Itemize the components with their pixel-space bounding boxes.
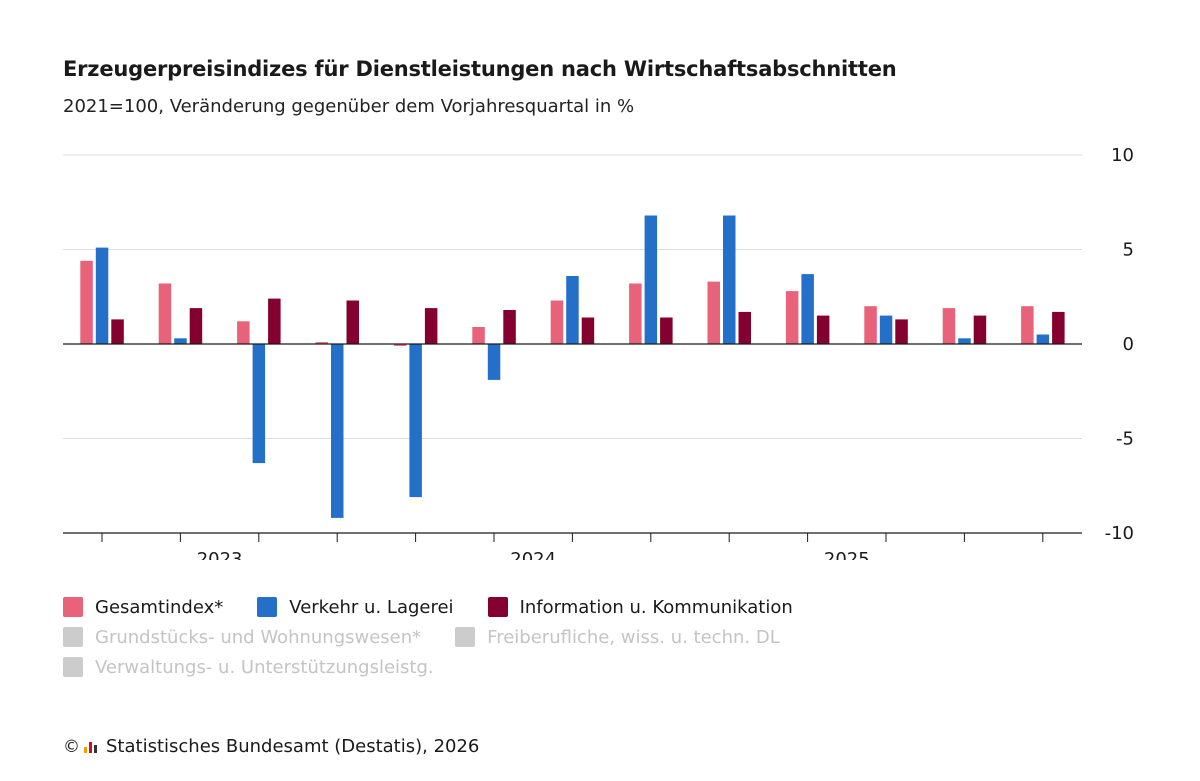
legend-label: Verkehr u. Lagerei <box>289 596 454 618</box>
legend-label: Gesamtindex* <box>95 596 224 618</box>
bar <box>409 344 422 498</box>
bar <box>158 283 172 344</box>
bar <box>95 247 109 344</box>
bar <box>424 308 438 344</box>
x-year-label: 2025 <box>824 549 870 560</box>
bar <box>1052 311 1065 344</box>
bar <box>723 215 736 344</box>
bar <box>879 315 893 344</box>
bar <box>566 276 579 344</box>
bar <box>895 319 908 344</box>
y-tick-label: -10 <box>1105 523 1134 544</box>
bar <box>346 300 359 344</box>
legend-label: Freiberufliche, wiss. u. techn. DL <box>487 626 780 648</box>
bar <box>738 311 751 344</box>
bar <box>472 327 485 344</box>
bar <box>581 317 595 344</box>
legend-item-verkehr[interactable]: Verkehr u. Lagerei <box>257 596 454 618</box>
legend-swatch <box>455 627 476 647</box>
bar <box>958 338 971 344</box>
bar-chart: 10 5 0 -5 -10 2023 2024 2025 <box>63 145 1134 560</box>
bar <box>252 344 266 464</box>
x-year-label: 2024 <box>510 549 556 560</box>
bar <box>268 298 281 344</box>
chart-subtitle: 2021=100, Veränderung gegenüber dem Vorj… <box>63 96 635 117</box>
bar <box>816 315 830 344</box>
source-footer: © Statistisches Bundesamt (Destatis), 20… <box>63 736 479 757</box>
bar <box>174 338 187 344</box>
y-tick-label: -5 <box>1116 429 1134 450</box>
bar <box>237 321 250 344</box>
bar <box>80 260 93 344</box>
legend-label: Grundstücks- und Wohnungswesen* <box>95 626 422 648</box>
bar <box>660 317 673 344</box>
bar <box>864 306 877 344</box>
source-text: Statistisches Bundesamt (Destatis), 2026 <box>106 736 480 757</box>
bar <box>785 291 799 344</box>
legend: Gesamtindex* Verkehr u. Lagerei Informat… <box>63 592 1063 682</box>
legend-swatch <box>257 597 278 617</box>
bar <box>487 344 501 380</box>
copyright-icon: © <box>63 736 80 757</box>
legend-label: Information u. Kommunikation <box>519 596 793 618</box>
x-year-label: 2023 <box>197 549 243 560</box>
legend-swatch <box>63 627 83 647</box>
bar <box>973 315 987 344</box>
bar <box>1021 306 1034 344</box>
y-tick-label: 0 <box>1123 334 1134 355</box>
destatis-logo-icon <box>84 739 100 755</box>
legend-swatch <box>63 597 83 617</box>
bar <box>942 308 956 344</box>
y-tick-label: 5 <box>1123 240 1134 261</box>
bar <box>1036 334 1050 344</box>
y-tick-label: 10 <box>1111 145 1134 166</box>
legend-item-grundstuecks[interactable]: Grundstücks- und Wohnungswesen* <box>63 627 421 648</box>
bar <box>801 274 814 344</box>
legend-item-information[interactable]: Information u. Kommunikation <box>487 596 793 618</box>
bar <box>707 281 720 344</box>
chart-title: Erzeugerpreisindizes für Dienstleistunge… <box>63 57 897 81</box>
bar <box>550 300 564 344</box>
bar <box>503 310 516 344</box>
legend-swatch <box>487 597 508 617</box>
legend-label: Verwaltungs- u. Unterstützungsleistg. <box>95 656 434 678</box>
bar <box>393 344 407 346</box>
bar <box>331 344 344 518</box>
bar <box>629 283 642 344</box>
legend-item-gesamtindex[interactable]: Gesamtindex* <box>63 597 223 618</box>
bar <box>315 342 328 344</box>
bar <box>111 319 124 344</box>
bar <box>189 308 203 344</box>
legend-item-freiberufliche[interactable]: Freiberufliche, wiss. u. techn. DL <box>455 627 780 648</box>
legend-item-verwaltungs[interactable]: Verwaltungs- u. Unterstützungsleistg. <box>63 657 434 678</box>
legend-swatch <box>63 657 83 677</box>
bar <box>644 215 658 344</box>
